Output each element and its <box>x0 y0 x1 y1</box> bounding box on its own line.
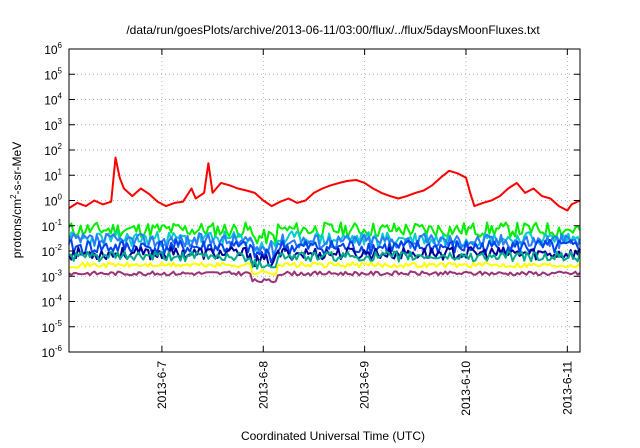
x-tick-label: 2013-6-11 <box>560 361 574 415</box>
y-tick-label: 103 <box>44 117 62 133</box>
y-tick-label: 10-5 <box>42 319 63 335</box>
chart-title: /data/run/goesPlots/archive/2013-06-11/0… <box>126 23 540 37</box>
y-tick-label: 100 <box>44 193 62 209</box>
x-tick-label: 2013-6-8 <box>256 361 270 409</box>
series-line-9 <box>68 270 581 284</box>
series-line-1 <box>68 156 581 212</box>
x-tick-label: 2013-6-9 <box>358 361 372 409</box>
y-tick-label: 10-4 <box>42 294 63 310</box>
x-tick-label: 2013-6-10 <box>459 361 473 416</box>
y-tick-label: 10-1 <box>42 218 63 234</box>
y-tick-label: 105 <box>44 66 62 82</box>
grid <box>69 49 580 352</box>
y-tick-label: 106 <box>44 41 62 57</box>
y-axis-ticks: 10-6 10-5 10-4 10-3 10-2 10-1 100 101 102 103 104 1… <box>42 41 580 360</box>
series-line-8 <box>68 261 581 276</box>
y-tick-label: 10-6 <box>42 344 63 360</box>
y-tick-label: 101 <box>44 167 62 183</box>
x-axis-label: Coordinated Universal Time (UTC) <box>241 429 425 443</box>
x-tick-label: 2013-6-7 <box>155 361 169 409</box>
series-lines <box>68 156 581 284</box>
series-line-2 <box>68 221 581 245</box>
y-tick-label: 102 <box>44 142 62 158</box>
y-axis-label: protons/cm2-s-sr-MeV <box>9 142 24 258</box>
y-tick-label: 10-3 <box>42 268 63 284</box>
x-axis-ticks: 2013-6-7 2013-6-8 2013-6-9 2013-6-10 2013-6-… <box>155 49 574 416</box>
y-tick-label: 10-2 <box>42 243 63 259</box>
series-line-7 <box>68 250 581 270</box>
y-tick-label: 104 <box>44 92 62 108</box>
